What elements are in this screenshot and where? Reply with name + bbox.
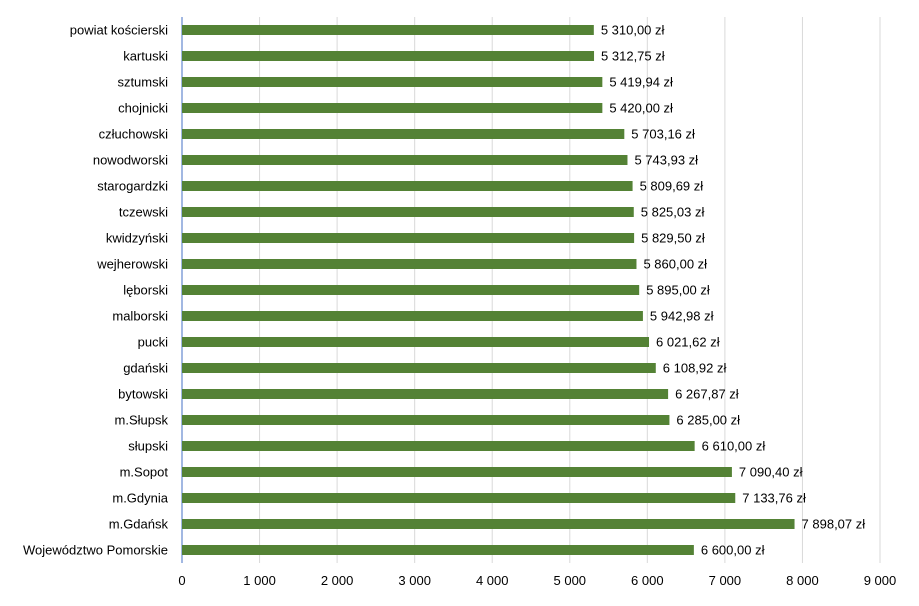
category-label-8: kwidzyński <box>106 231 168 246</box>
category-label-18: m.Gdynia <box>112 491 168 506</box>
category-label-13: gdański <box>123 361 168 376</box>
bar-0 <box>182 25 594 35</box>
x-tick-label-4: 4 000 <box>476 573 509 588</box>
data-label-17: 7 090,40 zł <box>739 465 803 480</box>
x-tick-label-2: 2 000 <box>321 573 354 588</box>
category-label-7: tczewski <box>119 205 168 220</box>
x-tick-label-5: 5 000 <box>554 573 587 588</box>
bar-19 <box>182 519 795 529</box>
bar-3 <box>182 103 603 113</box>
bar-11 <box>182 311 643 321</box>
category-label-6: starogardzki <box>97 179 168 194</box>
category-label-4: człuchowski <box>99 127 168 142</box>
data-label-14: 6 267,87 zł <box>675 387 739 402</box>
data-label-0: 5 310,00 zł <box>601 23 665 38</box>
data-label-19: 7 898,07 zł <box>802 517 866 532</box>
bar-16 <box>182 441 695 451</box>
category-label-9: wejherowski <box>96 257 168 272</box>
bar-1 <box>182 51 595 61</box>
bar-7 <box>182 207 634 217</box>
bar-2 <box>182 77 603 87</box>
data-label-10: 5 895,00 zł <box>646 283 710 298</box>
data-label-2: 5 419,94 zł <box>609 75 673 90</box>
bar-20 <box>182 545 694 555</box>
data-label-6: 5 809,69 zł <box>640 179 704 194</box>
data-label-7: 5 825,03 zł <box>641 205 705 220</box>
x-tick-label-7: 7 000 <box>709 573 742 588</box>
x-tick-label-1: 1 000 <box>243 573 276 588</box>
category-label-10: lęborski <box>123 283 168 298</box>
data-label-13: 6 108,92 zł <box>663 361 727 376</box>
data-label-11: 5 942,98 zł <box>650 309 714 324</box>
data-label-15: 6 285,00 zł <box>676 413 740 428</box>
data-label-4: 5 703,16 zł <box>631 127 695 142</box>
bar-4 <box>182 129 625 139</box>
bar-13 <box>182 363 656 373</box>
category-label-17: m.Sopot <box>120 465 169 480</box>
category-label-5: nowodworski <box>93 153 168 168</box>
bar-15 <box>182 415 670 425</box>
category-label-1: kartuski <box>123 49 168 64</box>
bar-17 <box>182 467 732 477</box>
bar-6 <box>182 181 633 191</box>
category-label-0: powiat kościerski <box>70 23 168 38</box>
data-label-12: 6 021,62 zł <box>656 335 720 350</box>
data-label-18: 7 133,76 zł <box>742 491 806 506</box>
bar-9 <box>182 259 637 269</box>
x-tick-label-0: 0 <box>178 573 185 588</box>
category-label-14: bytowski <box>118 387 168 402</box>
bar-18 <box>182 493 736 503</box>
x-tick-label-9: 9 000 <box>864 573 897 588</box>
data-label-9: 5 860,00 zł <box>643 257 707 272</box>
category-label-2: sztumski <box>117 75 168 90</box>
category-label-19: m.Gdańsk <box>109 517 169 532</box>
data-label-3: 5 420,00 zł <box>609 101 673 116</box>
bar-14 <box>182 389 669 399</box>
bar-12 <box>182 337 650 347</box>
category-label-20: Województwo Pomorskie <box>23 543 168 558</box>
category-label-15: m.Słupsk <box>115 413 169 428</box>
data-label-5: 5 743,93 zł <box>634 153 698 168</box>
data-label-8: 5 829,50 zł <box>641 231 705 246</box>
category-label-12: pucki <box>138 335 168 350</box>
data-label-1: 5 312,75 zł <box>601 49 665 64</box>
bar-8 <box>182 233 635 243</box>
category-label-3: chojnicki <box>118 101 168 116</box>
x-tick-label-6: 6 000 <box>631 573 664 588</box>
data-label-16: 6 610,00 zł <box>702 439 766 454</box>
category-label-16: słupski <box>128 439 168 454</box>
data-label-20: 6 600,00 zł <box>701 543 765 558</box>
bar-10 <box>182 285 640 295</box>
bar-5 <box>182 155 628 165</box>
x-tick-label-8: 8 000 <box>786 573 819 588</box>
category-label-11: malborski <box>112 309 168 324</box>
x-tick-label-3: 3 000 <box>398 573 431 588</box>
